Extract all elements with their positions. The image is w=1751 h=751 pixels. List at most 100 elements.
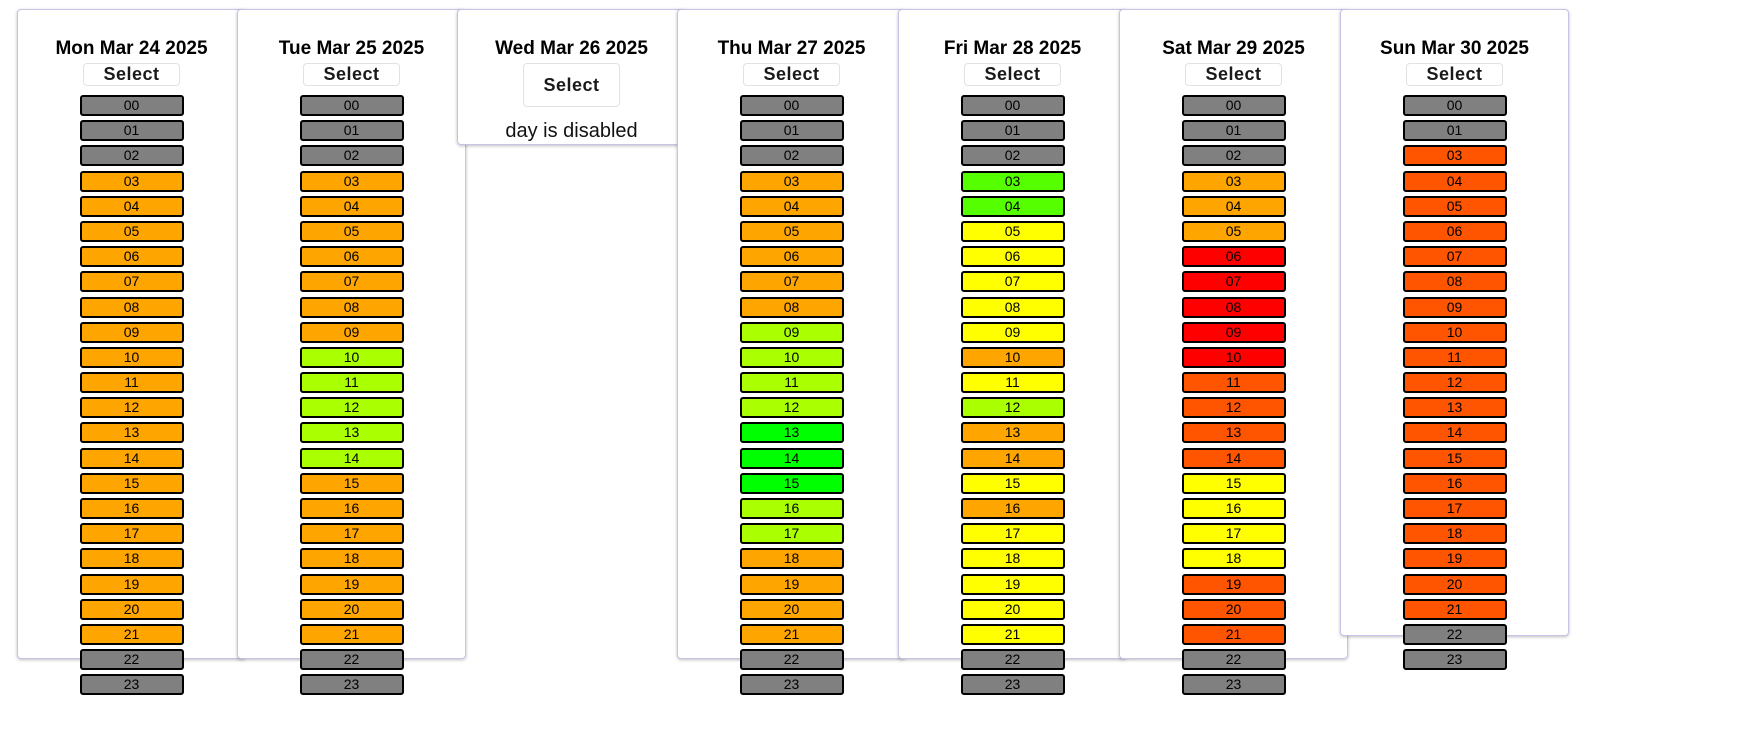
hour-slot[interactable]: 01 [1181, 120, 1286, 142]
hour-slot[interactable]: 19 [1402, 548, 1507, 570]
hour-slot[interactable]: 12 [960, 397, 1065, 419]
hour-slot[interactable]: 17 [960, 523, 1065, 545]
hour-slot[interactable]: 22 [960, 649, 1065, 671]
hour-slot[interactable]: 14 [739, 447, 844, 469]
hour-slot[interactable]: 15 [960, 472, 1065, 494]
hour-slot[interactable]: 02 [739, 145, 844, 167]
hour-slot[interactable]: 06 [739, 246, 844, 268]
hour-slot[interactable]: 07 [79, 271, 184, 293]
hour-slot[interactable]: 17 [1181, 523, 1286, 545]
hour-slot[interactable]: 04 [79, 195, 184, 217]
hour-slot[interactable]: 13 [79, 422, 184, 444]
hour-slot[interactable]: 23 [1181, 674, 1286, 696]
hour-slot[interactable]: 09 [79, 321, 184, 343]
hour-slot[interactable]: 16 [739, 498, 844, 519]
hour-slot[interactable]: 02 [960, 145, 1065, 167]
hour-slot[interactable]: 20 [960, 598, 1065, 620]
hour-slot[interactable]: 07 [299, 271, 404, 293]
hour-slot[interactable]: 01 [79, 120, 184, 142]
hour-slot[interactable]: 16 [1402, 472, 1507, 494]
hour-slot[interactable]: 04 [299, 195, 404, 217]
hour-slot[interactable]: 15 [739, 472, 844, 494]
hour-slot[interactable]: 21 [1402, 598, 1507, 620]
hour-slot[interactable]: 20 [79, 598, 184, 620]
hour-slot[interactable]: 18 [739, 548, 844, 570]
hour-slot[interactable]: 13 [299, 422, 404, 444]
hour-slot[interactable]: 10 [960, 346, 1065, 368]
hour-slot[interactable]: 17 [1402, 498, 1507, 519]
hour-slot[interactable]: 22 [1181, 649, 1286, 671]
hour-slot[interactable]: 04 [739, 195, 844, 217]
hour-slot[interactable]: 18 [299, 548, 404, 570]
hour-slot[interactable]: 13 [739, 422, 844, 444]
hour-slot[interactable]: 13 [1181, 422, 1286, 444]
hour-slot[interactable]: 11 [299, 372, 404, 394]
hour-slot[interactable]: 08 [739, 296, 844, 318]
hour-slot[interactable]: 07 [1181, 271, 1286, 293]
hour-slot[interactable]: 01 [1402, 120, 1507, 142]
hour-slot[interactable]: 03 [299, 170, 404, 192]
hour-slot[interactable]: 18 [1402, 523, 1507, 545]
hour-slot[interactable]: 11 [79, 372, 184, 394]
hour-slot[interactable]: 23 [960, 674, 1065, 696]
hour-slot[interactable]: 22 [79, 649, 184, 671]
hour-slot[interactable]: 14 [299, 447, 404, 469]
select-day-button[interactable]: Select [1185, 63, 1282, 86]
hour-slot[interactable]: 02 [1181, 145, 1286, 167]
hour-slot[interactable]: 07 [739, 271, 844, 293]
hour-slot[interactable]: 03 [739, 170, 844, 192]
hour-slot[interactable]: 22 [1402, 623, 1507, 645]
hour-slot[interactable]: 03 [1402, 145, 1507, 167]
hour-slot[interactable]: 00 [299, 95, 404, 116]
hour-slot[interactable]: 05 [79, 220, 184, 242]
hour-slot[interactable]: 12 [739, 397, 844, 419]
hour-slot[interactable]: 06 [299, 246, 404, 268]
select-day-button[interactable]: Select [523, 63, 620, 107]
hour-slot[interactable]: 17 [299, 523, 404, 545]
hour-slot[interactable]: 23 [299, 674, 404, 696]
hour-slot[interactable]: 16 [79, 498, 184, 519]
hour-slot[interactable]: 21 [960, 623, 1065, 645]
hour-slot[interactable]: 00 [1181, 95, 1286, 116]
hour-slot[interactable]: 01 [739, 120, 844, 142]
hour-slot[interactable]: 20 [299, 598, 404, 620]
hour-slot[interactable]: 09 [299, 321, 404, 343]
hour-slot[interactable]: 14 [1402, 422, 1507, 444]
hour-slot[interactable]: 14 [1181, 447, 1286, 469]
select-day-button[interactable]: Select [743, 63, 840, 86]
hour-slot[interactable]: 05 [739, 220, 844, 242]
hour-slot[interactable]: 11 [960, 372, 1065, 394]
hour-slot[interactable]: 11 [1181, 372, 1286, 394]
hour-slot[interactable]: 02 [299, 145, 404, 167]
hour-slot[interactable]: 03 [960, 170, 1065, 192]
hour-slot[interactable]: 15 [1402, 447, 1507, 469]
select-day-button[interactable]: Select [303, 63, 400, 86]
hour-slot[interactable]: 19 [79, 573, 184, 595]
hour-slot[interactable]: 22 [299, 649, 404, 671]
hour-slot[interactable]: 19 [1181, 573, 1286, 595]
hour-slot[interactable]: 17 [79, 523, 184, 545]
hour-slot[interactable]: 19 [960, 573, 1065, 595]
hour-slot[interactable]: 09 [1181, 321, 1286, 343]
hour-slot[interactable]: 20 [739, 598, 844, 620]
hour-slot[interactable]: 06 [1402, 220, 1507, 242]
hour-slot[interactable]: 03 [1181, 170, 1286, 192]
hour-slot[interactable]: 12 [1402, 372, 1507, 394]
hour-slot[interactable]: 15 [299, 472, 404, 494]
hour-slot[interactable]: 14 [79, 447, 184, 469]
hour-slot[interactable]: 00 [79, 95, 184, 116]
hour-slot[interactable]: 18 [79, 548, 184, 570]
hour-slot[interactable]: 12 [1181, 397, 1286, 419]
hour-slot[interactable]: 08 [1402, 271, 1507, 293]
hour-slot[interactable]: 05 [1181, 220, 1286, 242]
hour-slot[interactable]: 17 [739, 523, 844, 545]
hour-slot[interactable]: 04 [960, 195, 1065, 217]
hour-slot[interactable]: 07 [960, 271, 1065, 293]
hour-slot[interactable]: 10 [79, 346, 184, 368]
hour-slot[interactable]: 05 [299, 220, 404, 242]
hour-slot[interactable]: 23 [1402, 649, 1507, 671]
hour-slot[interactable]: 10 [1181, 346, 1286, 368]
hour-slot[interactable]: 00 [960, 95, 1065, 116]
hour-slot[interactable]: 23 [79, 674, 184, 696]
hour-slot[interactable]: 21 [299, 623, 404, 645]
